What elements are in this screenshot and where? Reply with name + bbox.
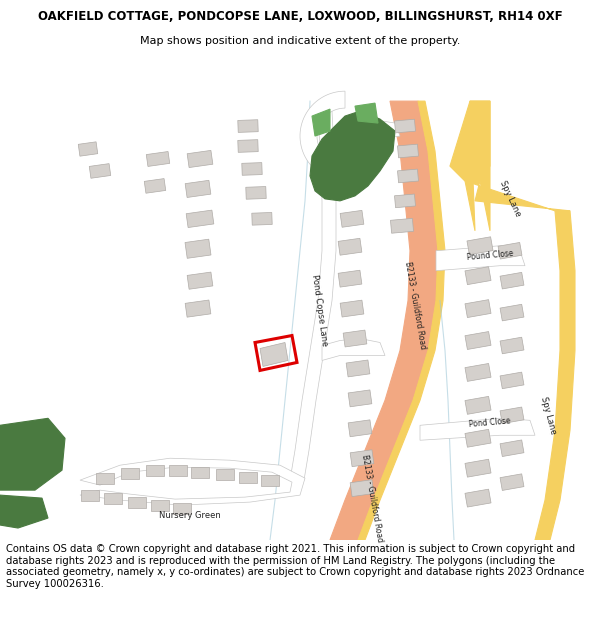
Polygon shape — [500, 407, 524, 424]
Text: Pound Close: Pound Close — [466, 249, 514, 262]
Polygon shape — [78, 142, 98, 156]
Polygon shape — [398, 144, 418, 158]
Polygon shape — [465, 267, 491, 284]
Polygon shape — [186, 210, 214, 227]
Polygon shape — [395, 119, 415, 133]
Polygon shape — [350, 450, 374, 467]
Polygon shape — [370, 119, 400, 139]
Polygon shape — [338, 238, 362, 255]
Text: OAKFIELD COTTAGE, PONDCOPSE LANE, LOXWOOD, BILLINGSHURST, RH14 0XF: OAKFIELD COTTAGE, PONDCOPSE LANE, LOXWOO… — [38, 9, 562, 22]
Polygon shape — [465, 299, 491, 318]
Polygon shape — [185, 239, 211, 258]
Polygon shape — [261, 474, 279, 486]
Polygon shape — [151, 499, 169, 511]
Text: Nursery Green: Nursery Green — [159, 511, 221, 519]
Polygon shape — [535, 211, 575, 540]
Polygon shape — [146, 465, 164, 476]
Polygon shape — [238, 120, 258, 132]
Polygon shape — [398, 169, 418, 182]
Polygon shape — [348, 420, 372, 437]
Text: Map shows position and indicative extent of the property.: Map shows position and indicative extent… — [140, 36, 460, 46]
Polygon shape — [169, 465, 187, 476]
Polygon shape — [420, 418, 535, 440]
Text: Pond Copse Lane: Pond Copse Lane — [310, 274, 328, 347]
Polygon shape — [467, 237, 493, 255]
Polygon shape — [121, 468, 139, 479]
Polygon shape — [187, 151, 213, 168]
Polygon shape — [0, 495, 48, 528]
Text: Pond Close: Pond Close — [469, 416, 511, 429]
Polygon shape — [96, 472, 114, 484]
Polygon shape — [242, 162, 262, 175]
Polygon shape — [144, 179, 166, 193]
Polygon shape — [465, 459, 491, 477]
Polygon shape — [391, 218, 413, 233]
Text: Spy Lane: Spy Lane — [498, 179, 522, 218]
Text: Spy Lane: Spy Lane — [539, 396, 557, 435]
Polygon shape — [465, 429, 491, 448]
Polygon shape — [300, 91, 345, 181]
Polygon shape — [191, 467, 209, 478]
Polygon shape — [338, 270, 362, 287]
Polygon shape — [260, 342, 288, 366]
Polygon shape — [330, 101, 438, 540]
Polygon shape — [128, 497, 146, 508]
Polygon shape — [246, 186, 266, 199]
Polygon shape — [310, 111, 395, 201]
Polygon shape — [500, 272, 524, 289]
Polygon shape — [350, 480, 374, 497]
Polygon shape — [239, 472, 257, 482]
Polygon shape — [465, 331, 491, 349]
Text: B2133 - Guildford Road: B2133 - Guildford Road — [403, 261, 427, 350]
Polygon shape — [89, 164, 111, 178]
Polygon shape — [500, 338, 524, 354]
Polygon shape — [465, 396, 491, 414]
Polygon shape — [185, 181, 211, 198]
Polygon shape — [252, 213, 272, 225]
Polygon shape — [340, 300, 364, 317]
Polygon shape — [358, 101, 445, 540]
Polygon shape — [146, 151, 170, 166]
Polygon shape — [81, 489, 99, 501]
Polygon shape — [450, 101, 570, 211]
Polygon shape — [346, 360, 370, 377]
Polygon shape — [355, 103, 378, 123]
Polygon shape — [500, 474, 524, 491]
Polygon shape — [322, 339, 385, 361]
Polygon shape — [290, 111, 336, 480]
Polygon shape — [498, 242, 522, 259]
Polygon shape — [185, 300, 211, 317]
Polygon shape — [500, 440, 524, 456]
Polygon shape — [0, 418, 65, 490]
Polygon shape — [500, 304, 524, 321]
Polygon shape — [340, 211, 364, 227]
Polygon shape — [348, 390, 372, 407]
Polygon shape — [187, 272, 213, 289]
Polygon shape — [216, 469, 234, 479]
Polygon shape — [104, 492, 122, 504]
Polygon shape — [395, 194, 415, 208]
Polygon shape — [80, 458, 305, 505]
Polygon shape — [436, 246, 525, 271]
Polygon shape — [465, 489, 491, 507]
Polygon shape — [173, 503, 191, 514]
Polygon shape — [238, 139, 258, 152]
Polygon shape — [450, 101, 490, 231]
Polygon shape — [465, 364, 491, 381]
Text: Contains OS data © Crown copyright and database right 2021. This information is : Contains OS data © Crown copyright and d… — [6, 544, 584, 589]
Text: B2133 - Guildford Road: B2133 - Guildford Road — [360, 454, 384, 542]
Polygon shape — [500, 372, 524, 389]
Polygon shape — [343, 330, 367, 347]
Polygon shape — [312, 109, 330, 136]
